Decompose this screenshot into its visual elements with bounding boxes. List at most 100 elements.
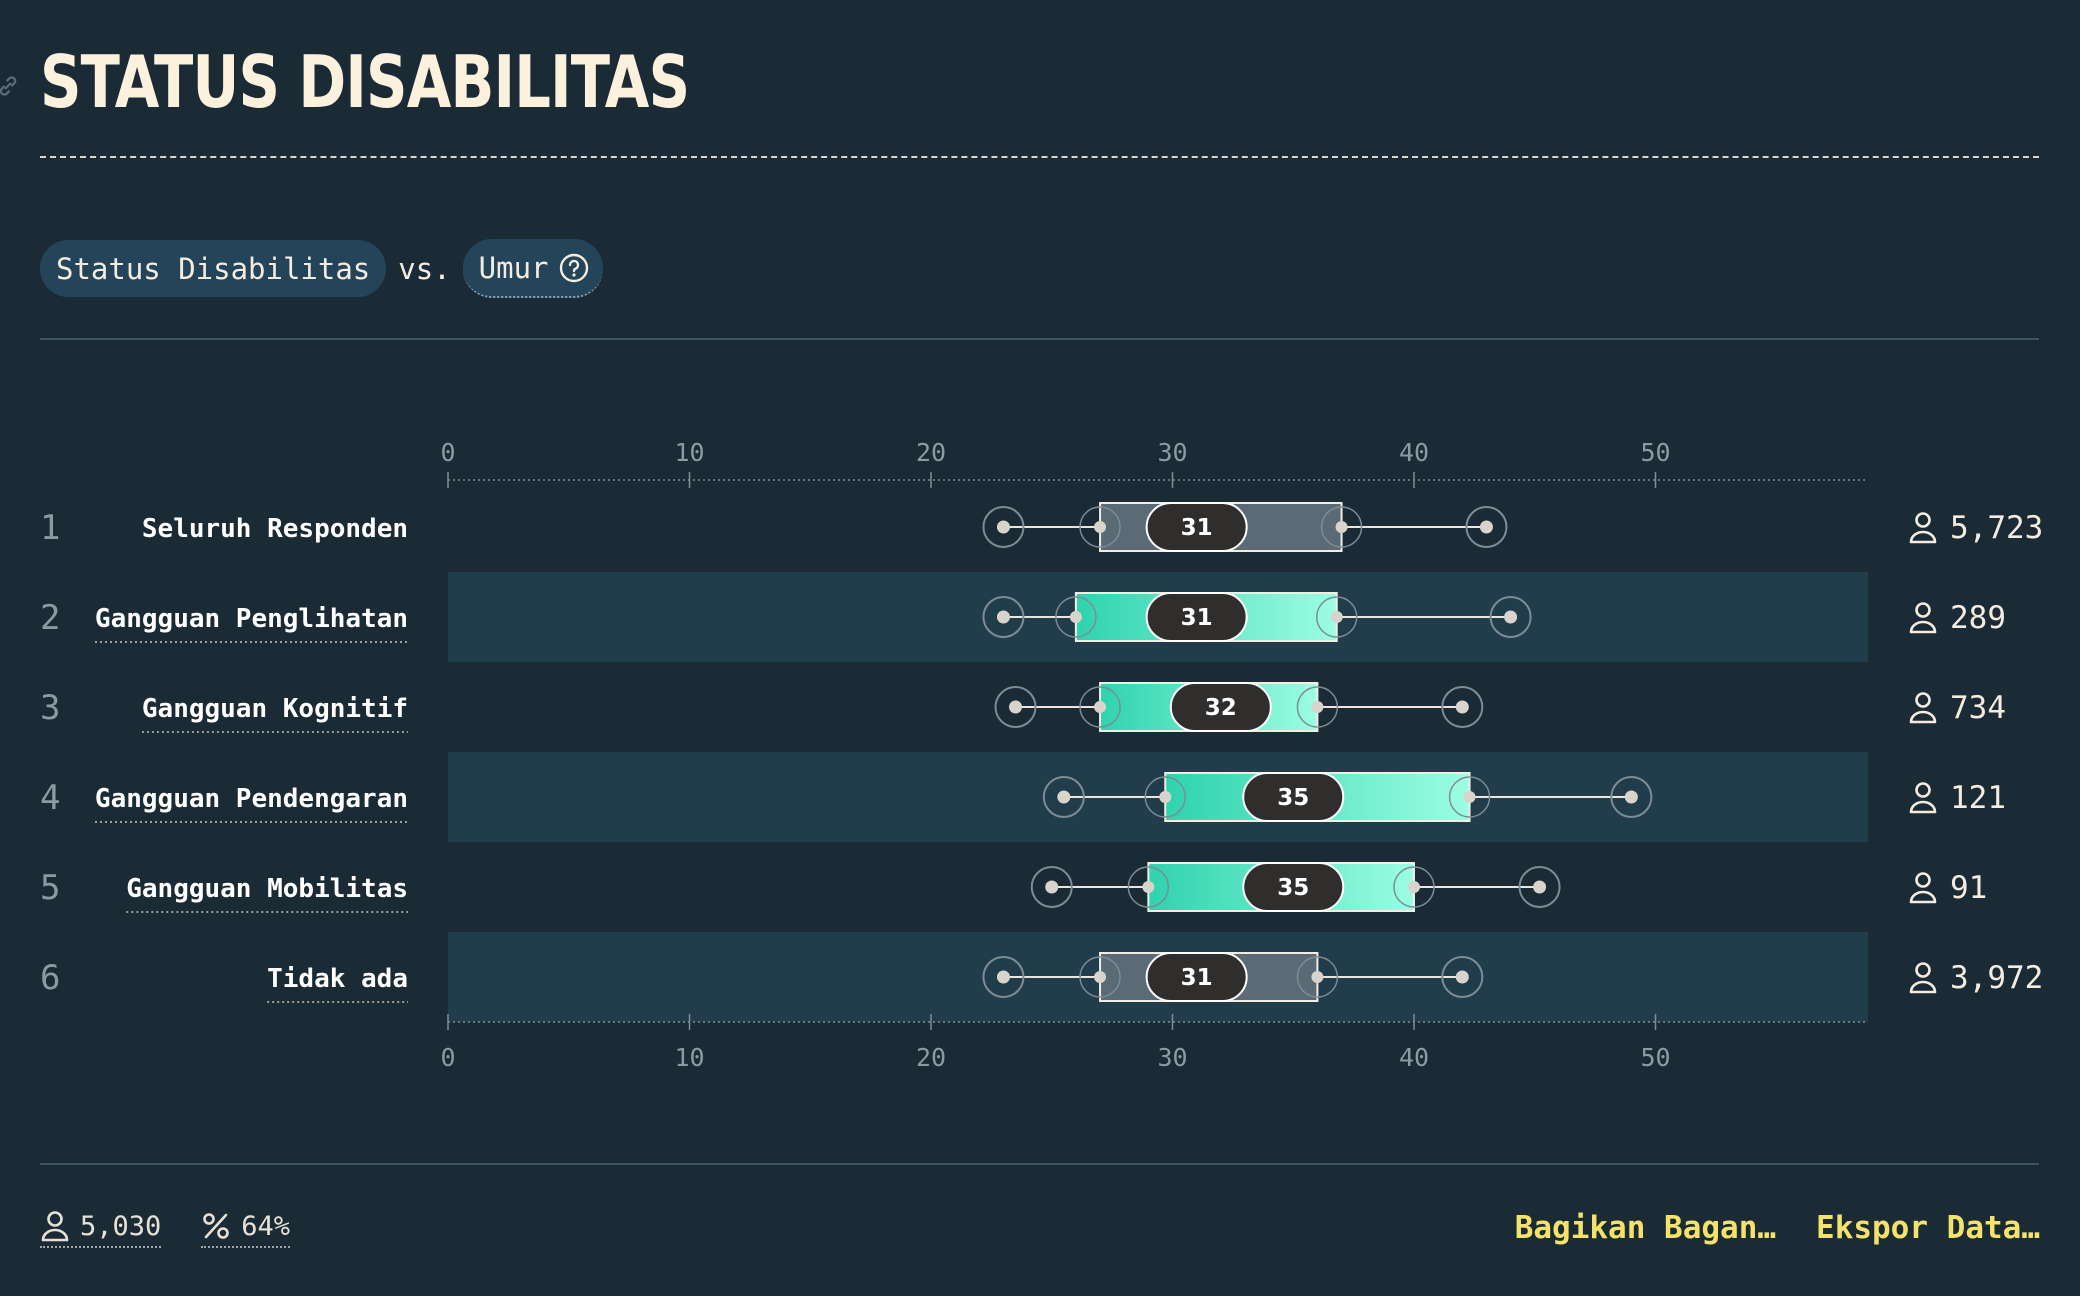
- footer-divider: [40, 1163, 2039, 1165]
- quartile-ring: [1393, 866, 1435, 908]
- boxplot-row: 3 Gangguan Kognitif 32 734: [40, 682, 2006, 733]
- whisker-end-point: [996, 520, 1010, 534]
- x-tick-label: 20: [916, 1043, 946, 1072]
- page-title: STATUS DISABILITAS: [40, 40, 690, 124]
- quartile-point: [1463, 791, 1476, 803]
- secondary-variable-pill[interactable]: Umur: [462, 239, 603, 298]
- quartile-point: [1335, 521, 1348, 533]
- quartile-point: [1094, 521, 1107, 533]
- whisker-end-ring: [994, 686, 1037, 728]
- quartile-ring: [1079, 956, 1121, 998]
- whisker-end-point: [1455, 970, 1469, 984]
- row-index: 3: [40, 688, 60, 728]
- variable-selector: Status Disabilitas vs. Umur: [40, 239, 603, 298]
- quartile-ring: [1448, 776, 1491, 818]
- whisker-end-point: [1624, 790, 1638, 804]
- row-count: 289: [1950, 600, 2006, 636]
- footer-actions: Bagikan Bagan… Ekspor Data…: [1475, 1210, 2040, 1246]
- row-count: 91: [1950, 870, 1987, 906]
- quartile-point: [1069, 611, 1082, 623]
- quartile-ring: [1127, 866, 1170, 908]
- median-badge: [1145, 952, 1248, 1002]
- whisker-end-ring: [1489, 596, 1532, 638]
- quartile-point: [1408, 881, 1420, 893]
- whisker-end-ring: [1030, 866, 1073, 908]
- quartile-point: [1311, 701, 1324, 713]
- whisker-end-ring: [1518, 866, 1561, 908]
- row-index: 2: [40, 598, 60, 638]
- person-icon: [1909, 602, 1937, 634]
- percent-stat[interactable]: 64%: [201, 1210, 291, 1248]
- link-icon[interactable]: [0, 72, 22, 100]
- quartile-point: [1094, 701, 1107, 713]
- median-badge: [1145, 502, 1248, 552]
- quartile-ring: [1315, 596, 1358, 638]
- row-label: Gangguan Penglihatan: [95, 604, 408, 634]
- person-icon: [41, 1211, 69, 1242]
- percent-value: 64%: [241, 1210, 291, 1242]
- person-icon: [1909, 692, 1937, 724]
- quartile-ring: [1296, 686, 1339, 728]
- help-icon[interactable]: [559, 253, 589, 283]
- whisker-end-ring: [1441, 686, 1484, 728]
- whisker-end-ring: [1042, 776, 1085, 818]
- row-label: Tidak ada: [267, 964, 408, 994]
- row-count: 3,972: [1950, 960, 2043, 996]
- quartile-ring: [1144, 776, 1187, 818]
- boxplot-row: 6 Tidak ada 31 3,972: [40, 952, 2043, 1003]
- row-label: Gangguan Kognitif: [142, 694, 408, 724]
- x-tick-label: 0: [440, 438, 455, 467]
- person-icon: [1909, 872, 1937, 904]
- person-icon: [1909, 512, 1937, 544]
- quartile-ring: [1079, 686, 1121, 728]
- whisker-end-ring: [1610, 776, 1653, 818]
- whisker-end-point: [1479, 520, 1493, 534]
- export-data-button[interactable]: Ekspor Data…: [1816, 1210, 2040, 1246]
- respondent-count-stat[interactable]: 5,030: [40, 1210, 162, 1248]
- median-badge: [1145, 592, 1248, 642]
- row-index: 6: [40, 958, 60, 998]
- section-divider: [40, 338, 2039, 340]
- whisker-end-point: [1533, 880, 1547, 894]
- boxplot-row: 2 Gangguan Penglihatan 31 289: [40, 592, 2006, 643]
- row-label: Seluruh Responden: [142, 514, 408, 544]
- percent-icon: [203, 1213, 230, 1239]
- whisker-end-ring: [1441, 956, 1484, 998]
- whisker-end-point: [1057, 790, 1071, 804]
- whisker-end-ring: [982, 596, 1025, 638]
- x-tick-label: 30: [1157, 1043, 1187, 1072]
- row-count: 121: [1950, 780, 2006, 816]
- x-tick-label: 50: [1640, 1043, 1670, 1072]
- boxplot-row: 5 Gangguan Mobilitas 35 91: [40, 862, 1987, 913]
- median-label: 31: [1181, 605, 1213, 631]
- primary-variable-pill[interactable]: Status Disabilitas: [40, 240, 387, 297]
- boxplot-chart: 0 10 20 30 40 50 0 10 20 30 40 50 1 Seluruh Responden…: [40, 438, 2043, 1072]
- quartile-point: [1142, 881, 1155, 893]
- median-badge: [1169, 682, 1272, 732]
- x-tick-label: 50: [1640, 438, 1670, 467]
- median-label: 32: [1205, 695, 1237, 721]
- median-badge: [1242, 862, 1345, 912]
- boxplot-row: 4 Gangguan Pendengaran 35 121: [40, 772, 2006, 823]
- whisker-end-point: [996, 610, 1010, 624]
- whisker-end-point: [1455, 700, 1469, 714]
- quartile-ring: [1296, 956, 1339, 998]
- whisker-end-point: [1009, 700, 1023, 714]
- share-chart-button[interactable]: Bagikan Bagan…: [1514, 1210, 1777, 1246]
- x-tick-label: 10: [674, 438, 704, 467]
- quartile-point: [1094, 971, 1107, 983]
- boxplot-row: 1 Seluruh Responden 31 5,723: [40, 502, 2043, 552]
- person-icon: [1909, 782, 1937, 814]
- median-label: 31: [1181, 965, 1213, 991]
- footer-stats: 5,030 64%: [40, 1210, 330, 1248]
- whisker-end-ring: [1465, 506, 1508, 548]
- x-tick-label: 20: [916, 438, 946, 467]
- row-label: Gangguan Mobilitas: [126, 874, 408, 904]
- respondent-count: 5,030: [80, 1210, 162, 1242]
- row-index: 5: [40, 868, 60, 908]
- quartile-point: [1330, 611, 1343, 623]
- row-count: 734: [1950, 690, 2006, 726]
- row-index: 1: [40, 508, 60, 548]
- whisker-end-ring: [982, 956, 1025, 998]
- quartile-point: [1311, 971, 1324, 983]
